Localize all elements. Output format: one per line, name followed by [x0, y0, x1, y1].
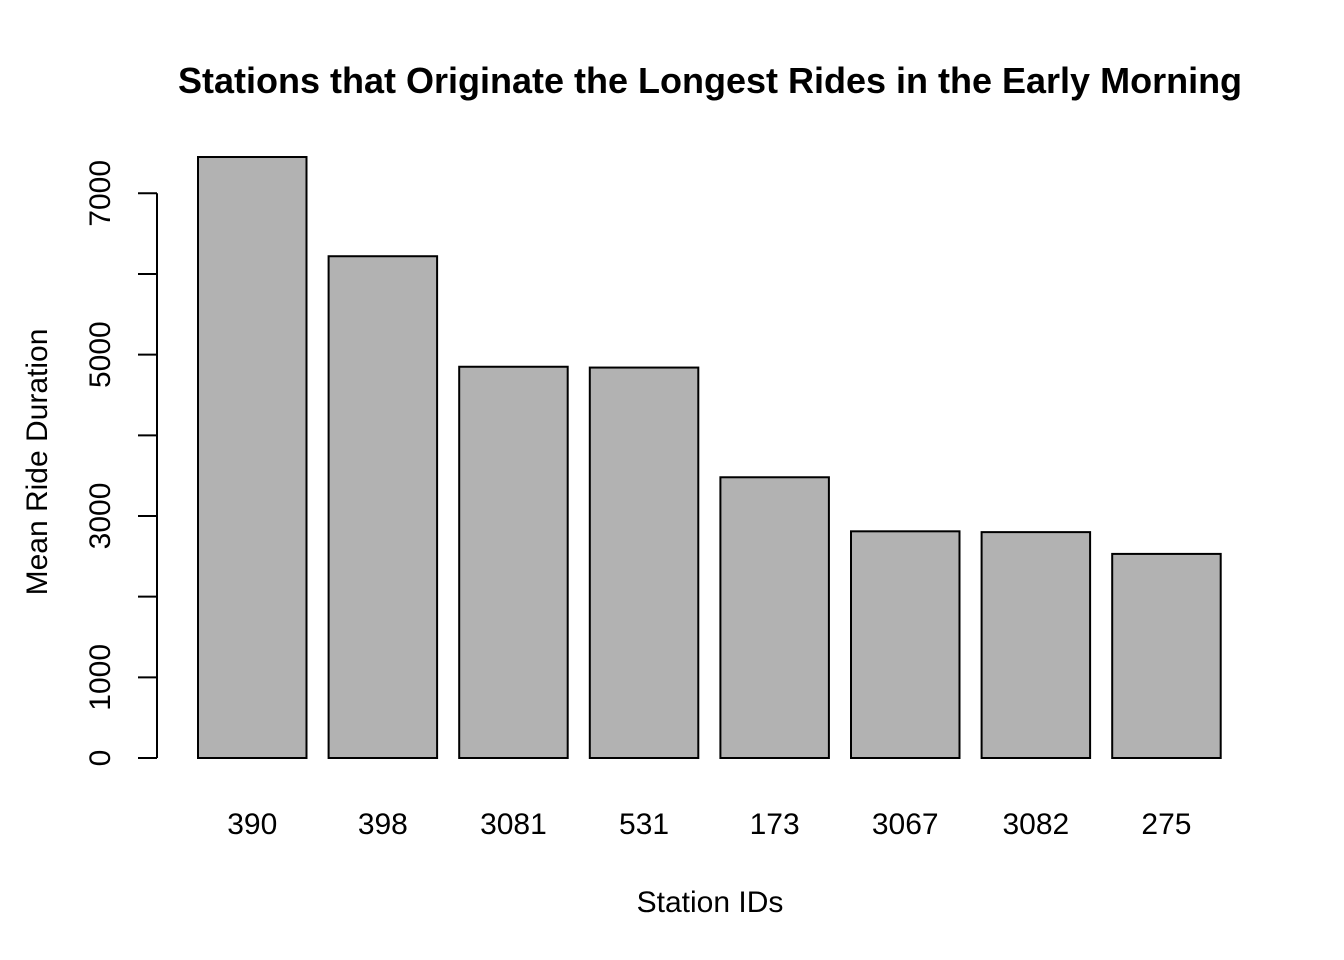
- x-tick-label: 3081: [480, 808, 547, 841]
- bar-3081: [458, 365, 569, 759]
- x-tick-label: 531: [619, 808, 669, 841]
- y-tick-label: 7000: [84, 160, 117, 227]
- bar-3067: [850, 530, 961, 760]
- bars-group: [197, 156, 1222, 760]
- x-tick-label: 3082: [1002, 808, 1069, 841]
- y-axis: 0 1000 3000 5000 7000: [84, 160, 158, 767]
- bar-3082: [980, 531, 1092, 760]
- bar-398: [327, 255, 439, 759]
- bar-275: [1111, 552, 1222, 759]
- chart-title: Stations that Originate the Longest Ride…: [178, 60, 1242, 101]
- x-tick-label: 173: [750, 808, 800, 841]
- bar-531: [588, 366, 700, 759]
- x-axis-label: Station IDs: [637, 886, 784, 919]
- y-tick-label: 1000: [84, 644, 117, 711]
- bar-390: [197, 156, 308, 760]
- x-tick-label: 275: [1141, 808, 1191, 841]
- y-tick-label: 3000: [84, 483, 117, 550]
- y-axis-label: Mean Ride Duration: [21, 329, 54, 596]
- x-tick-label: 398: [358, 808, 408, 841]
- x-tick-labels: 390 398 3081 531 173 3067 3082 275: [227, 808, 1191, 841]
- x-tick-label: 390: [227, 808, 277, 841]
- y-tick-label: 5000: [84, 321, 117, 388]
- y-tick-label: 0: [84, 750, 117, 767]
- x-tick-label: 3067: [872, 808, 939, 841]
- bar-173: [719, 476, 830, 759]
